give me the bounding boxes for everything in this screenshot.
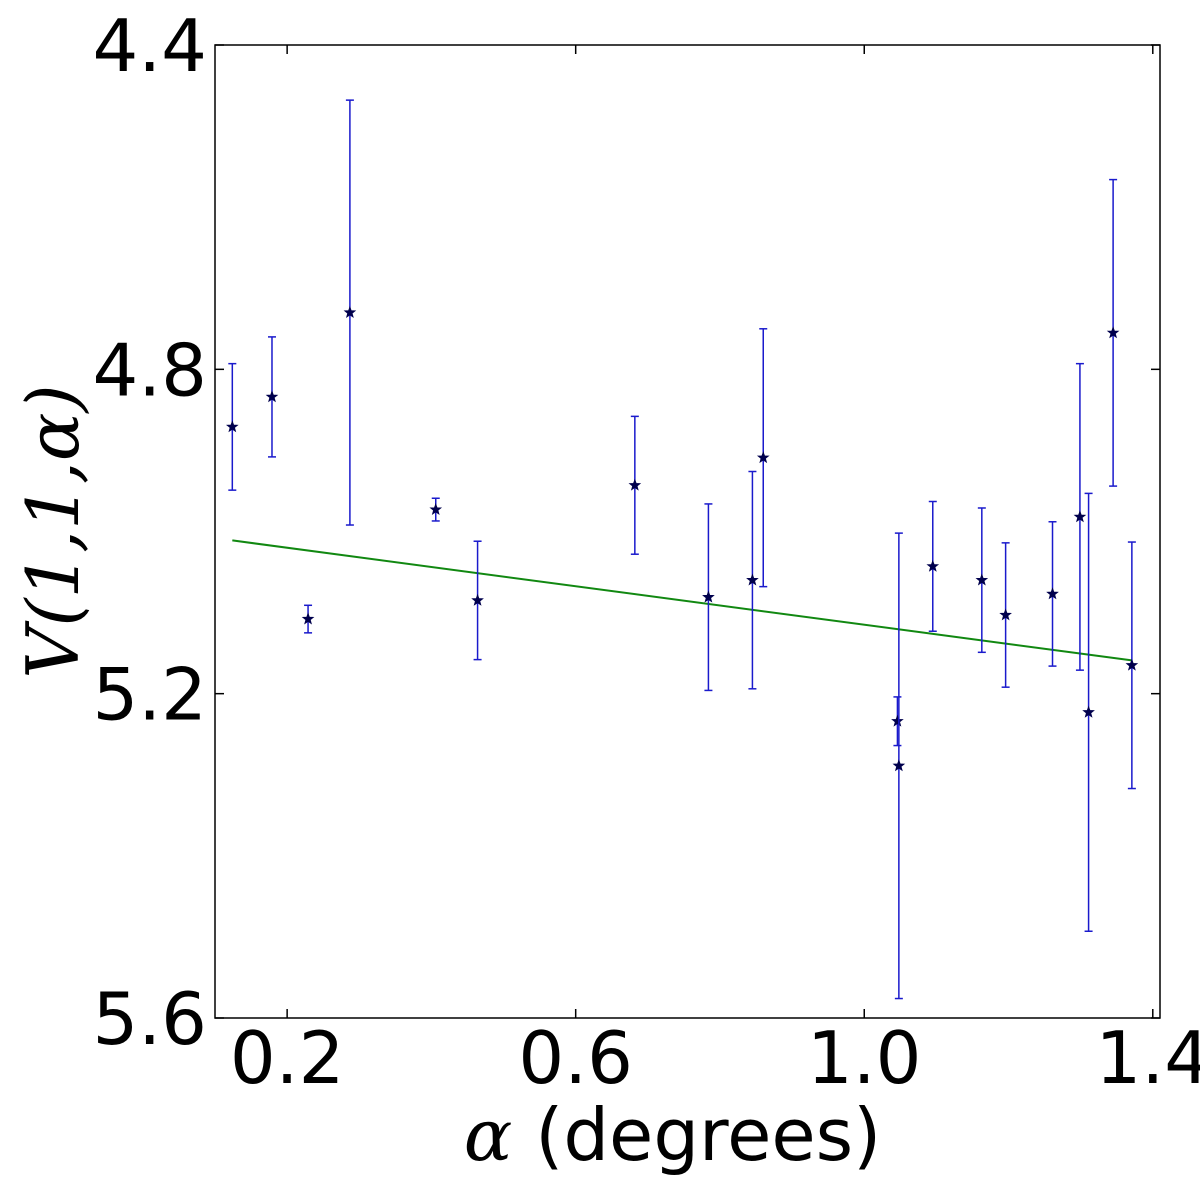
star-marker <box>756 451 770 464</box>
data-point <box>471 540 484 661</box>
fit-line <box>232 539 1132 662</box>
data-point <box>1082 492 1095 932</box>
data-point <box>343 99 357 526</box>
star-marker <box>892 759 906 772</box>
plot-frame <box>214 44 1161 1019</box>
x-tick-label: 1.4 <box>1096 1016 1200 1100</box>
star-marker <box>343 305 357 318</box>
star-marker <box>999 608 1012 621</box>
star-marker <box>1082 705 1095 718</box>
data-point <box>1125 541 1139 790</box>
star-marker <box>891 714 904 727</box>
star-marker <box>702 590 715 603</box>
y-tick-label: 5.6 <box>92 977 207 1061</box>
y-tick-label: 4.4 <box>92 4 207 88</box>
data-point <box>926 500 940 632</box>
data-point <box>265 336 279 458</box>
star-marker <box>1125 658 1139 671</box>
star-marker <box>429 502 443 515</box>
y-tick-label: 5.2 <box>92 653 207 737</box>
data-point <box>301 604 315 634</box>
data-point <box>892 532 906 1000</box>
data-point <box>746 470 759 690</box>
star-marker <box>225 420 239 433</box>
data-point <box>429 497 443 522</box>
data-point <box>1046 521 1059 667</box>
star-marker <box>926 559 940 572</box>
data-point <box>999 542 1012 688</box>
x-tick-label: 0.6 <box>518 1016 633 1100</box>
x-tick-label: 0.2 <box>230 1016 345 1100</box>
star-marker <box>746 573 759 586</box>
plot-area <box>225 99 1139 1000</box>
star-marker <box>628 478 642 491</box>
star-marker <box>1073 510 1087 523</box>
x-tick-label: 1.0 <box>807 1016 922 1100</box>
x-axis-label-symbol: α <box>464 1093 513 1177</box>
data-point <box>891 696 904 747</box>
star-marker <box>1046 587 1059 600</box>
star-marker <box>301 612 315 625</box>
x-axis-label-text: (degrees) <box>535 1093 881 1177</box>
star-marker <box>265 390 279 403</box>
data-point <box>225 362 239 491</box>
star-marker <box>1106 326 1120 339</box>
star-marker <box>975 573 989 586</box>
x-axis-label: α (degrees) <box>464 1093 882 1177</box>
data-point <box>702 503 715 692</box>
data-point <box>756 328 770 588</box>
data-point <box>975 507 989 654</box>
y-tick-label: 4.8 <box>92 328 207 412</box>
axis-ticks: 0.2 0.6 1.0 1.4 4.4 4.8 5.2 5.6 <box>92 4 1200 1100</box>
data-point <box>1106 178 1120 487</box>
data-point <box>628 415 642 555</box>
star-marker <box>471 593 484 606</box>
y-axis-label: V(1,1,α) <box>11 384 95 678</box>
data-point <box>1073 362 1087 671</box>
